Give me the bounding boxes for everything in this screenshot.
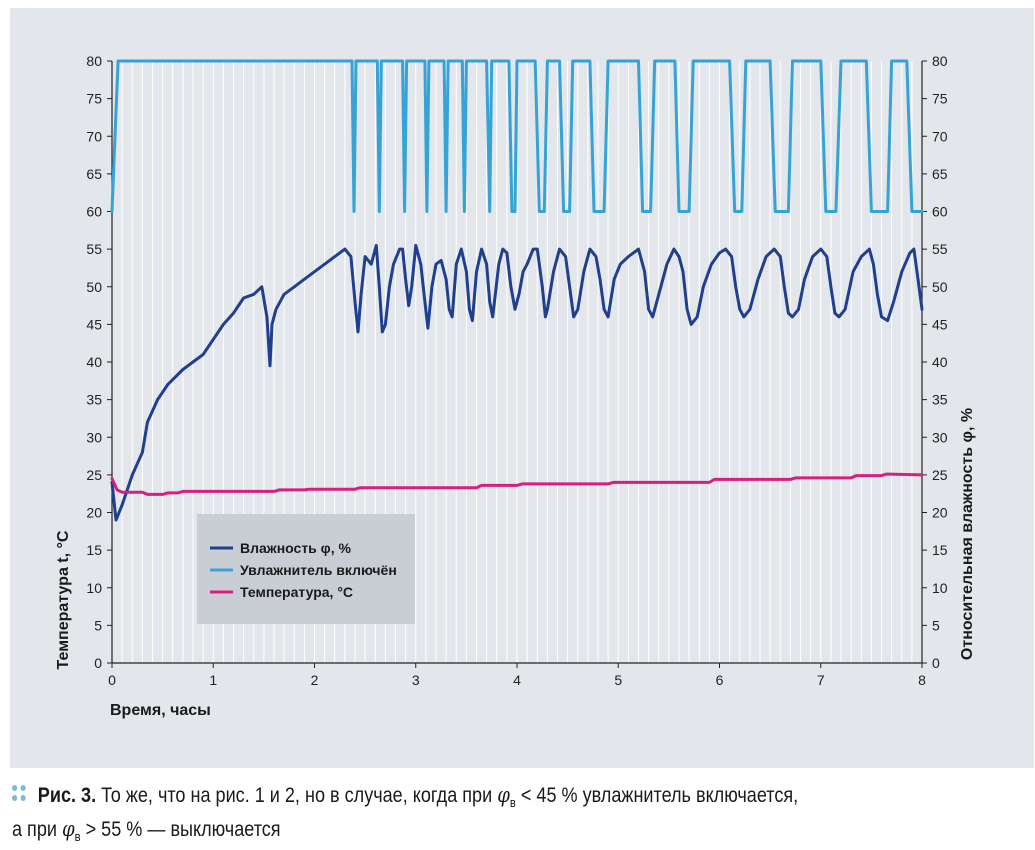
- x-tick-label: 1: [209, 672, 217, 688]
- legend-label-0: Влажность φ, %: [240, 540, 351, 556]
- x-tick-label: 7: [817, 672, 825, 688]
- caption-phi-sub-2: в: [74, 829, 81, 845]
- series-line-2: [110, 472, 924, 496]
- caption-phi-sub-1: в: [509, 795, 516, 811]
- y-tick-label-left: 45: [86, 316, 102, 332]
- y-tick-label-left: 20: [86, 505, 102, 521]
- y-tick-label-right: 65: [932, 166, 948, 182]
- legend-box: [197, 514, 415, 624]
- y-tick-label-left: 35: [86, 392, 102, 408]
- y-tick-label-right: 55: [932, 241, 948, 257]
- y-tick-label-right: 5: [932, 617, 940, 633]
- figure-caption: Рис. 3. То же, что на рис. 1 и 2, но в с…: [12, 782, 889, 850]
- y-tick-label-left: 10: [86, 580, 102, 596]
- y-tick-label-right: 0: [932, 655, 940, 671]
- y-tick-label-left: 0: [94, 655, 102, 671]
- y-tick-label-right: 50: [932, 279, 948, 295]
- y-tick-label-left: 60: [86, 204, 102, 220]
- chart-panel: 0 0 5 5 10 10 15 15 20 20 25 25 30 30 35 35 40 40 45 45 50 50…: [10, 8, 1034, 768]
- y-tick-label-left: 5: [94, 617, 102, 633]
- caption-dots-icon: [12, 785, 27, 803]
- legend-label-2: Температура, °C: [240, 584, 353, 600]
- y-tick-label-right: 30: [932, 429, 948, 445]
- y-tick-label-left: 55: [86, 241, 102, 257]
- x-tick-label: 6: [716, 672, 724, 688]
- y-tick-label-left: 75: [86, 91, 102, 107]
- y-tick-label-left: 30: [86, 429, 102, 445]
- caption-gt: > 55 % — выключается: [80, 818, 281, 842]
- y-axis-label-right: Относительная влажность φ, %: [959, 408, 976, 660]
- y-tick-label-left: 70: [86, 128, 102, 144]
- x-tick-label: 5: [614, 672, 622, 688]
- x-axis-label: Время, часы: [110, 702, 211, 719]
- y-tick-label-left: 15: [86, 542, 102, 558]
- x-tick-label: 4: [513, 672, 521, 688]
- y-tick-label-right: 45: [932, 316, 948, 332]
- caption-text-1: То же, что на рис. 1 и 2, но в случае, к…: [96, 784, 498, 807]
- legend-label-1: Увлажнитель включён: [240, 562, 397, 578]
- x-tick-label: 0: [108, 672, 116, 688]
- y-tick-label-right: 25: [932, 467, 948, 483]
- x-tick-label: 2: [311, 672, 319, 688]
- y-tick-label-right: 75: [932, 91, 948, 107]
- caption-phi-2: φ: [62, 817, 75, 842]
- caption-text-2: а при: [12, 818, 63, 842]
- caption-phi-1: φ: [497, 783, 510, 807]
- y-tick-label-right: 10: [932, 580, 948, 596]
- caption-prefix: Рис. 3.: [37, 784, 97, 807]
- y-tick-label-left: 25: [86, 467, 102, 483]
- y-tick-label-right: 40: [932, 354, 948, 370]
- series-line-0: [110, 243, 924, 522]
- y-tick-label-right: 60: [932, 204, 948, 220]
- y-axis-label-left: Температура t, °C: [55, 530, 72, 669]
- x-tick-label: 8: [918, 672, 926, 688]
- y-tick-label-left: 50: [86, 279, 102, 295]
- y-tick-label-right: 80: [932, 53, 948, 69]
- y-tick-label-right: 70: [932, 128, 948, 144]
- y-tick-label-left: 40: [86, 354, 102, 370]
- series-line-1: [110, 59, 924, 213]
- y-tick-label-right: 20: [932, 505, 948, 521]
- x-tick-label: 3: [412, 672, 420, 688]
- y-tick-label-left: 80: [86, 53, 102, 69]
- y-tick-label-right: 35: [932, 392, 948, 408]
- y-tick-label-left: 65: [86, 166, 102, 182]
- y-tick-label-right: 15: [932, 542, 948, 558]
- caption-lt: < 45 % увлажнитель включается,: [515, 784, 799, 807]
